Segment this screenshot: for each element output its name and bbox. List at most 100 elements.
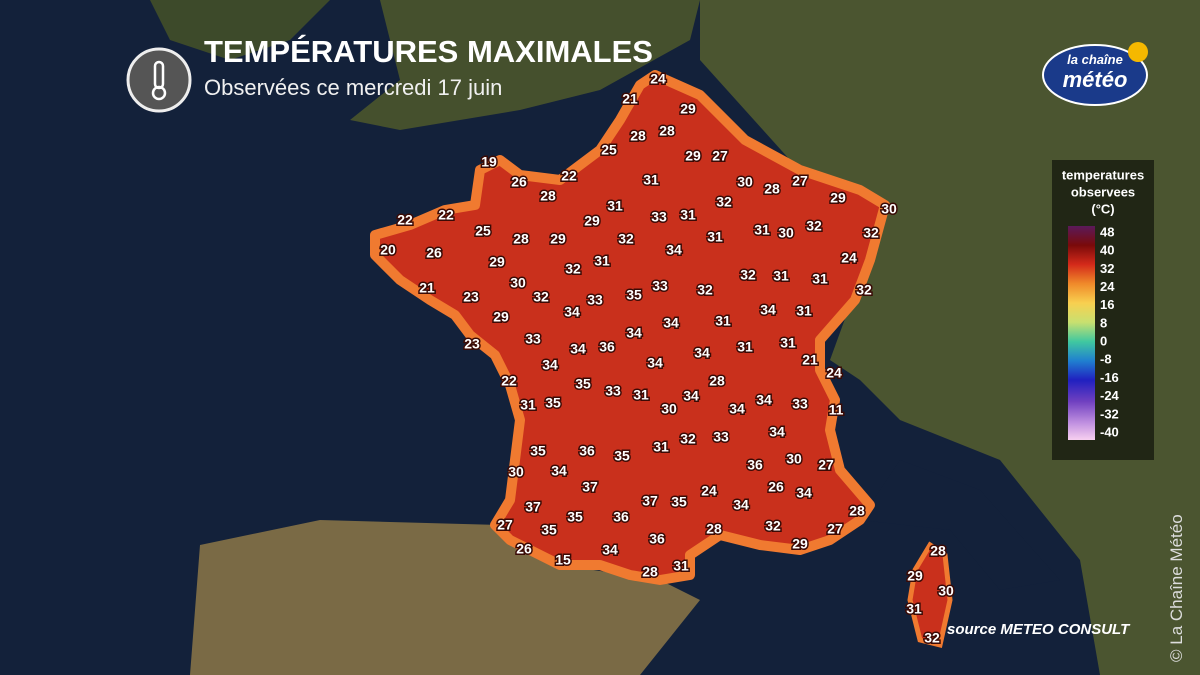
legend-title: temperatures [1062,167,1144,182]
station-value: 31 [633,387,649,403]
station-value: 30 [778,225,794,241]
station-value: 34 [796,485,812,501]
subtitle: Observées ce mercredi 17 juin [204,75,502,100]
station-value: 32 [697,282,713,298]
station-value: 31 [680,207,696,223]
station-value: 37 [525,499,541,515]
station-value: 22 [501,373,517,389]
station-value: 32 [716,194,732,210]
station-value: 31 [812,271,828,287]
station-value: 32 [924,630,940,646]
station-value: 30 [661,401,677,417]
station-value: 34 [602,542,618,558]
station-value: 29 [830,190,846,206]
station-value: 23 [464,336,480,352]
station-value: 22 [561,168,577,184]
station-value: 29 [550,231,566,247]
station-value: 34 [694,345,710,361]
legend-tick: 48 [1100,224,1114,239]
station-value: 34 [769,424,785,440]
station-value: 31 [607,198,623,214]
station-value: 35 [530,443,546,459]
station-value: 20 [380,242,396,258]
station-value: 34 [760,302,776,318]
station-value: 36 [599,339,615,355]
station-value: 33 [605,383,621,399]
station-value: 34 [542,357,558,373]
station-value: 33 [651,209,667,225]
legend-tick: -16 [1100,370,1119,385]
station-value: 31 [754,222,770,238]
station-value: 34 [663,315,679,331]
legend-tick: 8 [1100,315,1107,330]
station-value: 28 [709,373,725,389]
station-value: 24 [650,71,666,87]
station-value: 28 [706,521,722,537]
station-value: 21 [802,352,818,368]
station-value: 27 [712,148,728,164]
legend-title: observees [1071,184,1135,199]
legend-tick: 24 [1100,279,1115,294]
legend-tick: -40 [1100,424,1119,439]
station-value: 35 [671,494,687,510]
station-value: 33 [792,396,808,412]
station-value: 11 [829,402,844,418]
station-value: 25 [601,142,617,158]
station-value: 30 [510,275,526,291]
station-value: 34 [551,463,567,479]
station-value: 29 [680,101,696,117]
station-value: 32 [806,218,822,234]
station-value: 29 [489,254,505,270]
station-value: 25 [475,223,491,239]
station-value: 35 [545,395,561,411]
station-value: 24 [701,483,717,499]
logo [1042,44,1148,106]
station-value: 32 [765,518,781,534]
station-value: 30 [508,464,524,480]
station-value: 32 [740,267,756,283]
legend-tick: 40 [1100,243,1114,258]
station-value: 28 [930,543,946,559]
station-value: 34 [733,497,749,513]
station-value: 21 [622,91,638,107]
station-value: 26 [516,541,532,557]
station-value: 15 [555,552,571,568]
station-value: 37 [582,479,598,495]
station-value: 29 [493,309,509,325]
land-uk [350,0,700,130]
station-value: 31 [707,229,723,245]
station-value: 30 [938,583,954,599]
station-value: 28 [540,188,556,204]
station-value: 30 [881,201,897,217]
station-value: 26 [426,245,442,261]
station-value: 31 [594,253,610,269]
station-value: 35 [567,509,583,525]
legend-tick: -8 [1100,352,1112,367]
station-value: 36 [649,531,665,547]
thermometer-icon [126,47,192,113]
station-value: 32 [565,261,581,277]
station-value: 35 [614,448,630,464]
station-value: 31 [906,601,922,617]
station-value: 22 [438,207,454,223]
station-value: 28 [642,564,658,580]
station-value: 32 [680,431,696,447]
station-value: 28 [764,181,780,197]
logo-bottom: météo [1063,67,1128,92]
station-value: 29 [584,213,600,229]
station-value: 31 [773,268,789,284]
station-value: 31 [715,313,731,329]
station-value: 34 [683,388,699,404]
thermometer-bulb [151,85,167,101]
station-value: 21 [419,280,435,296]
station-value: 29 [685,148,701,164]
france [370,70,890,585]
station-value: 29 [907,568,923,584]
station-value: 35 [575,376,591,392]
station-value: 33 [525,331,541,347]
station-value: 32 [856,282,872,298]
station-value: 31 [780,335,796,351]
station-value: 28 [630,128,646,144]
station-value: 26 [511,174,527,190]
